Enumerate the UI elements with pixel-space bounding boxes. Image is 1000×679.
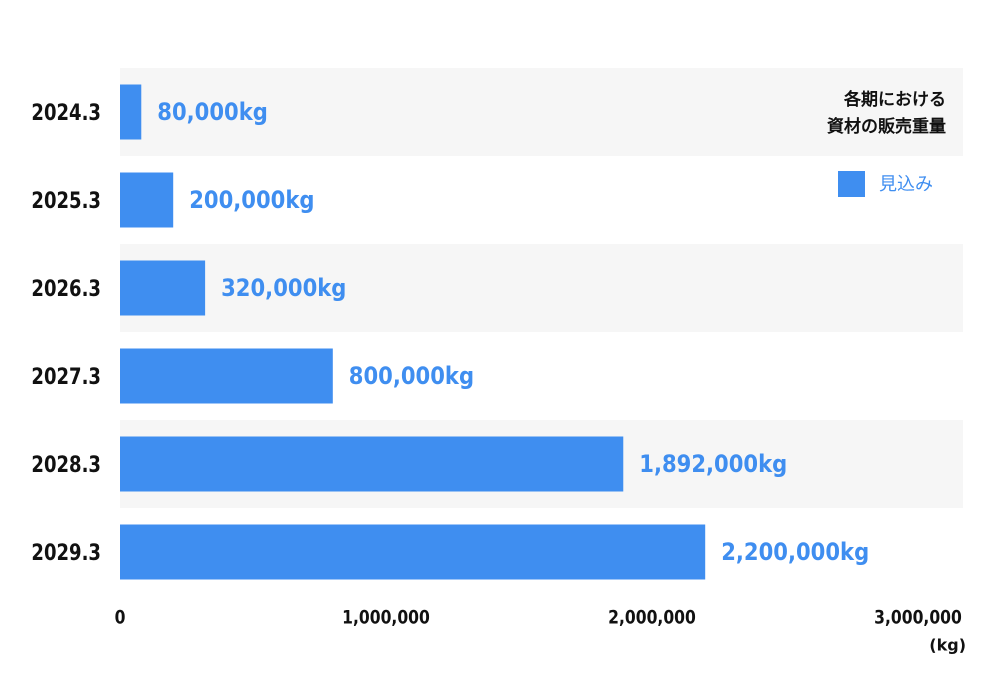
y-tick-label: 2025.3 <box>31 187 101 213</box>
x-tick-label: 0 <box>115 607 126 629</box>
value-label: 200,000kg <box>189 187 314 215</box>
bar <box>120 436 624 492</box>
value-label: 80,000kg <box>157 99 268 127</box>
x-tick-label: 3,000,000 <box>874 607 962 629</box>
x-tick-label: 1,000,000 <box>342 607 430 629</box>
chart-title: 資材の販売重量 <box>827 116 946 137</box>
row-background <box>120 156 963 244</box>
y-tick-label: 2027.3 <box>31 363 101 389</box>
row-background <box>120 244 963 332</box>
y-tick-label: 2026.3 <box>31 275 101 301</box>
legend-swatch <box>838 171 865 197</box>
y-tick-label: 2028.3 <box>31 451 101 477</box>
bar <box>120 260 206 316</box>
legend-label: 見込み <box>879 174 933 195</box>
bar <box>120 348 333 404</box>
value-label: 2,200,000kg <box>721 539 869 567</box>
bar <box>120 172 174 228</box>
y-tick-label: 2029.3 <box>31 539 101 565</box>
x-tick-label: 2,000,000 <box>608 607 696 629</box>
value-label: 320,000kg <box>221 275 346 303</box>
row-background <box>120 68 963 156</box>
x-axis-label: (kg) <box>929 636 966 655</box>
value-label: 1,892,000kg <box>639 451 787 479</box>
chart-title: 各期における <box>843 89 946 110</box>
bar <box>120 524 706 580</box>
value-label: 800,000kg <box>349 363 474 391</box>
bar <box>120 84 142 140</box>
y-tick-label: 2024.3 <box>31 99 101 125</box>
